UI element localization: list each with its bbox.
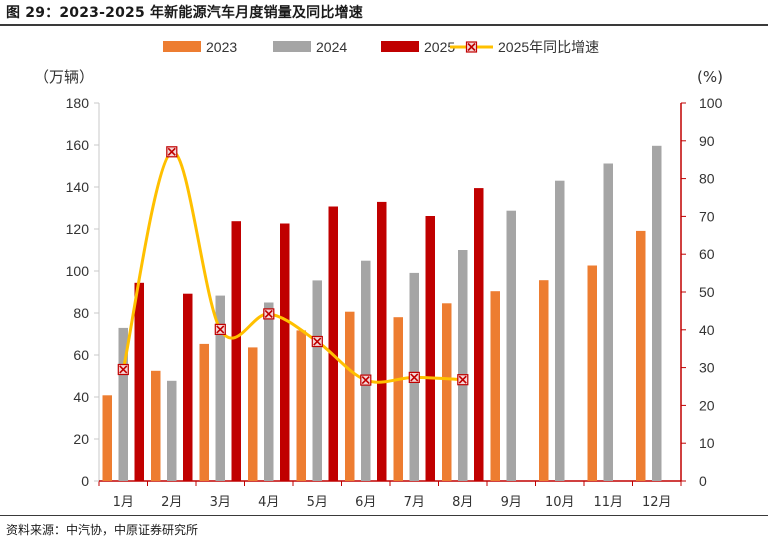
x-tick-label: 5月 <box>307 495 328 510</box>
y-left-unit: （万辆） <box>34 68 94 86</box>
bar-2024-2月 <box>167 380 177 481</box>
x-tick-label: 6月 <box>355 495 376 510</box>
chart-title: 图 29：2023-2025 年新能源汽车月度销量及同比增速 <box>6 5 363 21</box>
x-tick-label: 1月 <box>113 495 134 510</box>
y-right-tick-label: 60 <box>699 246 715 262</box>
bar-2023-7月 <box>393 317 403 481</box>
x-tick-label: 11月 <box>594 495 624 510</box>
svg-text:2023: 2023 <box>206 39 237 55</box>
bar-2025-1月 <box>134 282 144 481</box>
y-right-tick-label: 90 <box>699 133 715 149</box>
footer-rule <box>0 515 768 516</box>
bar-2024-12月 <box>652 145 662 482</box>
y-left-tick-label: 40 <box>73 389 89 405</box>
bar-2025-2月 <box>183 293 193 481</box>
x-tick-label: 9月 <box>501 495 522 510</box>
bar-2025-3月 <box>231 221 241 481</box>
legend-item-2025: 2025 <box>381 39 455 55</box>
growth-line-path <box>121 150 463 384</box>
growth-marker-6月 <box>360 374 372 386</box>
legend-item-2024: 2024 <box>273 39 347 55</box>
x-tick-label: 10月 <box>545 495 575 510</box>
chart: 2023 2024 2025 2025年同比增速 （万辆） (%) 0 20 40 60 80… <box>34 39 723 510</box>
bar-2025-8月 <box>474 188 484 481</box>
x-tick-label: 7月 <box>404 495 425 510</box>
legend-item-growth: 2025年同比增速 <box>450 39 599 55</box>
bar-2023-3月 <box>199 343 209 481</box>
bar-2023-2月 <box>151 370 161 482</box>
y-left-tick-label: 120 <box>66 221 90 237</box>
axes: 0 20 40 60 80 100 120 140 160 180 0 10 20 30 40 50 60 70 8… <box>66 95 723 489</box>
x-tick-label: 12月 <box>642 495 672 510</box>
bar-2023-8月 <box>442 303 452 481</box>
y-right-tick-label: 10 <box>699 435 715 451</box>
growth-marker-1月 <box>117 363 129 376</box>
legend: 2023 2024 2025 2025年同比增速 <box>163 39 599 55</box>
y-right-tick-label: 70 <box>699 208 715 224</box>
y-left-tick-label: 160 <box>66 137 90 153</box>
y-left-tick-label: 60 <box>73 347 89 363</box>
y-right-tick-label: 40 <box>699 322 715 338</box>
bar-2025-4月 <box>280 223 290 481</box>
y-right-tick-label: 80 <box>699 171 715 187</box>
svg-text:2025: 2025 <box>424 39 455 55</box>
bar-2023-10月 <box>539 280 549 481</box>
growth-marker-3月 <box>214 323 226 335</box>
y-right-unit: (%) <box>697 68 723 86</box>
x-tick-label: 8月 <box>452 495 473 510</box>
bar-2023-1月 <box>102 395 112 481</box>
bar-2025-5月 <box>328 206 338 481</box>
x-tick-label: 3月 <box>210 495 231 510</box>
y-right-tick-label: 100 <box>699 95 723 111</box>
bar-2024-11月 <box>603 163 613 481</box>
bar-2023-6月 <box>345 311 355 481</box>
source-note: 资料来源：中汽协，中原证券研究所 <box>6 523 199 537</box>
x-tick-label: 4月 <box>258 495 279 510</box>
bar-2024-1月 <box>118 327 128 481</box>
y-left-tick-label: 80 <box>73 305 89 321</box>
bar-2024-6月 <box>361 260 371 481</box>
growth-line <box>117 146 469 386</box>
bar-2025-7月 <box>425 216 435 481</box>
bar-2024-3月 <box>215 295 225 481</box>
y-right-tick-label: 30 <box>699 360 715 376</box>
bars <box>102 145 662 482</box>
bar-2024-10月 <box>555 180 565 481</box>
growth-marker-8月 <box>457 374 469 386</box>
title-rule <box>0 24 768 26</box>
y-right-tick-label: 50 <box>699 284 715 300</box>
growth-marker-2月 <box>166 146 178 158</box>
y-left-tick-label: 100 <box>66 263 90 279</box>
y-left-tick-label: 0 <box>81 473 89 489</box>
growth-marker-4月 <box>263 308 275 320</box>
bar-2023-9月 <box>490 291 500 481</box>
bar-2024-4月 <box>264 302 274 481</box>
y-right-tick-label: 0 <box>699 473 707 489</box>
x-tick-labels: 1月 2月 3月 4月 5月 6月 7月 8月 9月 10月 11月 12月 <box>113 495 672 510</box>
bar-2023-5月 <box>296 330 306 481</box>
bar-2023-4月 <box>248 347 258 481</box>
y-right-tick-label: 20 <box>699 397 715 413</box>
bar-2024-9月 <box>506 210 516 481</box>
y-left-tick-label: 140 <box>66 179 90 195</box>
y-left-tick-label: 20 <box>73 431 89 447</box>
legend-item-2023: 2023 <box>163 39 237 55</box>
bar-2025-6月 <box>377 201 387 481</box>
svg-text:2025年同比增速: 2025年同比增速 <box>498 39 599 55</box>
bar-2024-5月 <box>312 280 322 481</box>
y-left-tick-label: 180 <box>66 95 90 111</box>
svg-text:2024: 2024 <box>316 39 347 55</box>
bar-2023-12月 <box>636 230 646 481</box>
growth-marker-7月 <box>408 371 420 383</box>
bar-2024-8月 <box>458 250 468 481</box>
growth-marker-5月 <box>311 335 323 348</box>
bar-2023-11月 <box>587 265 597 481</box>
x-tick-label: 2月 <box>161 495 182 510</box>
